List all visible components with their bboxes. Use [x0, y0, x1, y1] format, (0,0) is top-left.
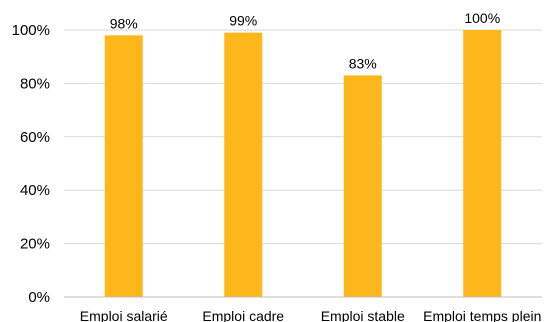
bar: [463, 30, 502, 297]
y-tick-label: 100%: [12, 22, 50, 39]
x-tick-label: Emploi salarié: [80, 308, 168, 322]
y-tick-label: 80%: [20, 75, 50, 92]
y-tick-label: 20%: [20, 236, 50, 253]
x-tick-labels: Emploi salarié Emploi cadre Emploi stable E…: [80, 308, 542, 322]
data-label: 98%: [110, 15, 138, 31]
bar: [224, 32, 263, 298]
data-label: 100%: [464, 10, 500, 26]
data-label: 83%: [349, 55, 377, 71]
bars: [104, 30, 502, 298]
gridlines: [64, 29, 542, 245]
bar: [104, 35, 143, 298]
y-tick-label: 0%: [28, 289, 50, 306]
y-tick-labels: 0% 20% 40% 60% 80% 100%: [12, 22, 50, 306]
data-label: 99%: [229, 13, 257, 29]
bar: [343, 75, 382, 297]
x-tick-label: Emploi cadre: [202, 308, 284, 322]
data-labels: 98% 99% 83% 100%: [110, 10, 500, 71]
x-tick-label: Emploi stable: [321, 308, 405, 322]
y-tick-label: 60%: [20, 129, 50, 146]
x-tick-label: Emploi temps plein: [423, 308, 541, 322]
y-tick-label: 40%: [20, 182, 50, 199]
